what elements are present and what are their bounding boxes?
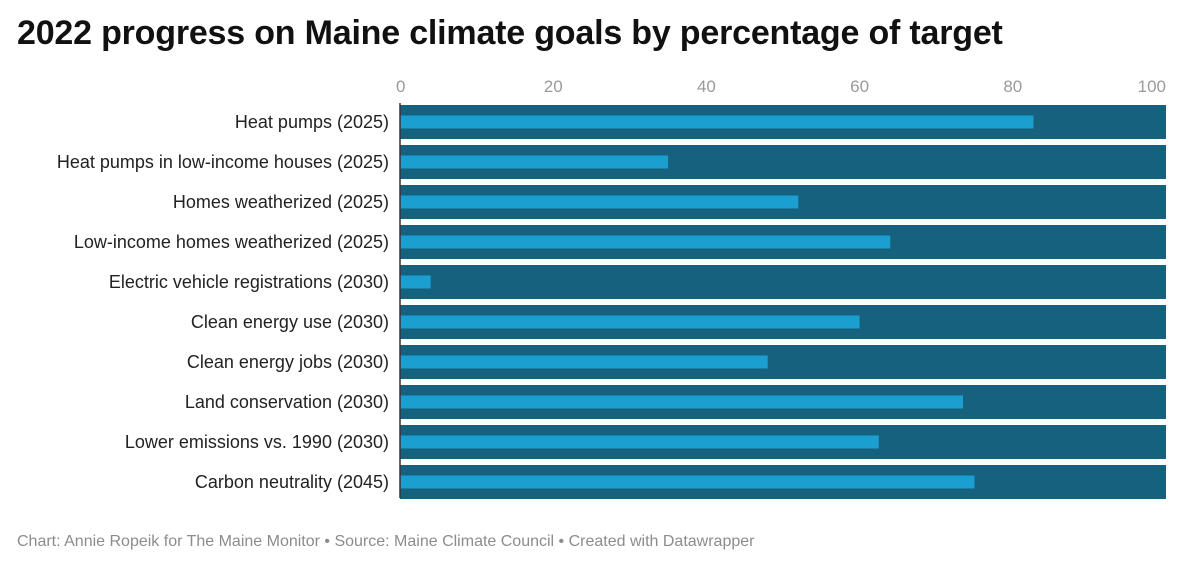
category-label: Clean energy jobs (2030) bbox=[187, 352, 389, 372]
x-tick-label: 0 bbox=[396, 77, 405, 96]
value-bar bbox=[400, 355, 768, 369]
value-bar bbox=[400, 115, 1034, 129]
category-label: Clean energy use (2030) bbox=[191, 312, 389, 332]
category-label: Heat pumps (2025) bbox=[235, 112, 389, 132]
chart-title: 2022 progress on Maine climate goals by … bbox=[17, 14, 1003, 52]
value-bar bbox=[400, 435, 879, 449]
value-bar bbox=[400, 235, 891, 249]
x-tick-label: 80 bbox=[1003, 77, 1022, 96]
category-label: Lower emissions vs. 1990 (2030) bbox=[125, 432, 389, 452]
x-tick-label: 60 bbox=[850, 77, 869, 96]
value-bar bbox=[400, 315, 860, 329]
category-label: Carbon neutrality (2045) bbox=[195, 472, 389, 492]
x-tick-label: 40 bbox=[697, 77, 716, 96]
value-bar bbox=[400, 275, 431, 289]
value-bar bbox=[400, 475, 975, 489]
category-label: Homes weatherized (2025) bbox=[173, 192, 389, 212]
value-bars bbox=[400, 115, 1034, 489]
category-label: Low-income homes weatherized (2025) bbox=[74, 232, 389, 252]
category-labels: Heat pumps (2025) Heat pumps in low-incom… bbox=[57, 112, 389, 492]
x-tick-label: 20 bbox=[544, 77, 563, 96]
chart-footer: Chart: Annie Ropeik for The Maine Monito… bbox=[17, 533, 755, 550]
value-bar bbox=[400, 395, 964, 409]
category-label: Heat pumps in low-income houses (2025) bbox=[57, 152, 389, 172]
x-axis-ticks: 0 20 40 60 80 100 bbox=[396, 77, 1166, 96]
category-label: Land conservation (2030) bbox=[185, 392, 389, 412]
x-tick-label: 100 bbox=[1138, 77, 1166, 96]
category-label: Electric vehicle registrations (2030) bbox=[109, 272, 389, 292]
value-bar bbox=[400, 195, 799, 209]
value-bar bbox=[400, 155, 669, 169]
target-bar bbox=[400, 265, 1166, 299]
